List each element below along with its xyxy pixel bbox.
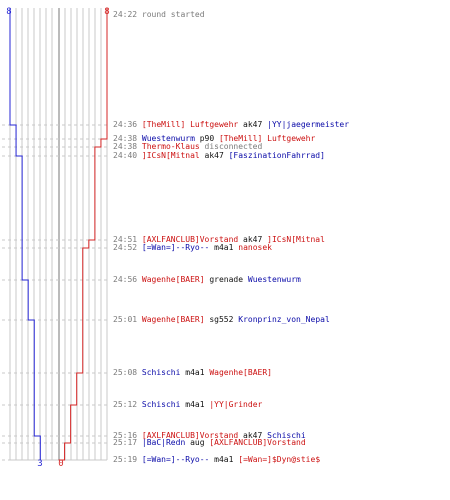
red-final-count: 0 [58,459,63,469]
event-text: ak47 [199,151,229,160]
event-row: 24:51 [AXLFANCLUB]Vorstand ak47 ]ICsN[Mi… [113,235,325,245]
blue-player-name: [=Wan=]--Ryo-- [141,243,210,252]
event-row: 24:38 Wuestenwurm p90 [TheMill] Luftgewe… [113,134,315,144]
event-time: 25:01 [113,315,142,324]
event-time: 25:12 [113,400,142,409]
red-player-name: [=Wan=]$Dyn@stie$ [238,455,321,464]
red-player-name: Wagenhe[BAER] [141,275,205,284]
blue-team-line [9,8,41,460]
event-text: m4a1 [180,368,210,377]
blue-player-name: Schischi [141,400,181,409]
red-team-line [58,8,108,461]
event-row: 25:16 [AXLFANCLUB]Vorstand ak47 Schischi [113,431,306,441]
red-player-name: Wagenhe[BAER] [209,368,272,377]
blue-player-name: Schischi [267,431,306,440]
red-player-name: Thermo-Klaus [141,142,200,151]
blue-player-name: Schischi [141,368,181,377]
event-text: grenade [204,275,248,284]
event-time: 24:40 [113,151,142,160]
event-row: 24:56 Wagenhe[BAER] grenade Wuestenwurm [113,275,301,285]
event-row: 24:38 Thermo-Klaus disconnected [113,142,262,152]
event-text: disconnected [199,142,263,151]
event-row: 25:08 Schischi m4a1 Wagenhe[BAER] [113,368,272,378]
red-player-name: [AXLFANCLUB]Vorstand [209,438,306,447]
event-time: 25:19 [113,455,142,464]
red-player-name: ]ICsN[Mitnal [141,151,200,160]
blue-player-name: Wuestenwurm [247,275,301,284]
event-text: ak47 [238,235,268,244]
event-row: 24:52 [=Wan=]--Ryo-- m4a1 nanosek [113,243,272,253]
event-row: 24:36 [TheMill] Luftgewehr ak47 |YY|jaeg… [113,120,349,130]
event-time: 24:22 [113,10,142,19]
grid-lines [9,8,108,461]
event-row: 25:12 Schischi m4a1 |YY|Grinder [113,400,262,410]
blue-player-name: |BaC|Redn [141,438,186,447]
event-time: 24:38 [113,134,142,143]
red-player-name: ]ICsN[Mitnal [267,235,325,244]
event-tick-marks [2,124,110,461]
blue-player-name: [=Wan=]--Ryo-- [141,455,210,464]
blue-player-name: [FaszinationFahrrad] [228,151,325,160]
blue-player-name: |YY|jaegermeister [267,120,350,129]
event-text: m4a1 [209,243,239,252]
event-time: 25:08 [113,368,142,377]
event-time: 25:17 [113,438,142,447]
red-player-name: [TheMill] Luftgewehr [141,120,239,129]
blue-player-name: Wuestenwurm [141,134,195,143]
red-player-name: [AXLFANCLUB]Vorstand [141,235,239,244]
red-player-name: nanosek [238,243,272,252]
red-player-name: [TheMill] Luftgewehr [218,134,316,143]
event-text: sg552 [204,315,239,324]
red-player-name: |YY|Grinder [209,400,263,409]
blue-player-name: Kronprinz_von_Nepal [238,315,330,324]
red-player-name: Wagenhe[BAER] [141,315,205,324]
event-text: ak47 [238,431,268,440]
event-row: 24:22 round started [113,10,205,20]
event-text: aug [185,438,210,447]
event-row: 25:17 |BaC|Redn aug [AXLFANCLUB]Vorstand [113,438,306,448]
event-text: m4a1 [209,455,239,464]
event-row: 25:19 [=Wan=]--Ryo-- m4a1 [=Wan=]$Dyn@st… [113,455,320,465]
event-row: 25:01 Wagenhe[BAER] sg552 Kronprinz_von_… [113,315,330,325]
event-text: round started [141,10,205,19]
blue-start-count: 8 [6,7,11,17]
event-time: 24:38 [113,142,142,151]
event-text: p90 [194,134,219,143]
red-player-name: [AXLFANCLUB]Vorstand [141,431,239,440]
event-row: 24:40 ]ICsN[Mitnal ak47 [FaszinationFahr… [113,151,325,161]
event-time: 25:16 [113,431,142,440]
event-time: 24:52 [113,243,142,252]
red-start-count: 8 [104,7,109,17]
event-time: 24:36 [113,120,142,129]
event-text: ak47 [238,120,268,129]
event-time: 24:56 [113,275,142,284]
event-text: m4a1 [180,400,210,409]
event-time: 24:51 [113,235,142,244]
blue-final-count: 3 [37,459,42,469]
